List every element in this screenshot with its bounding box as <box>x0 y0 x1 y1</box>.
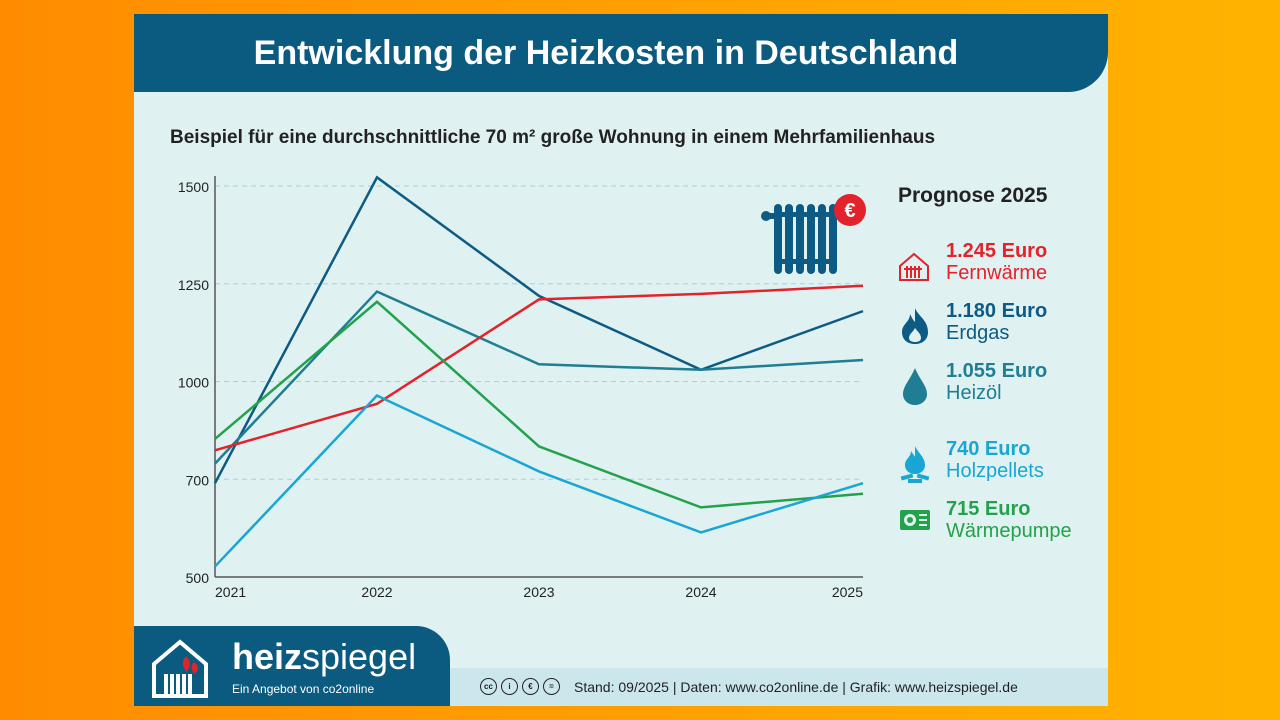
legend-name: Holzpellets <box>946 460 1044 482</box>
brand-tagline: Ein Angebot von co2online <box>232 682 375 696</box>
cc-nd-icon: = <box>543 678 560 695</box>
oil-drop-icon <box>903 368 927 405</box>
y-tick-label: 1000 <box>178 375 209 391</box>
house-radiator-icon <box>152 639 208 698</box>
y-tick-label: 1500 <box>178 179 209 195</box>
legend-item-fernwaerme: 1.245 Euro Fernwärme <box>898 240 1047 286</box>
cc-nc-icon: € <box>522 678 539 695</box>
series-line-erdgas <box>213 175 864 484</box>
svg-text:€: € <box>844 200 855 222</box>
district-heating-icon <box>899 252 929 281</box>
legend-name: Fernwärme <box>946 262 1048 284</box>
legend-title: Prognose 2025 <box>898 184 1048 207</box>
header: Entwicklung der Heizkosten in Deutschlan… <box>134 14 1108 92</box>
legend-name: Heizöl <box>946 382 1002 404</box>
legend-value: 1.245 Euro <box>946 240 1048 262</box>
series-line-holzpellets <box>214 394 864 568</box>
x-tick-label: 2023 <box>523 584 554 600</box>
heizspiegel-logo[interactable]: heizspiegel Ein Angebot von co2online <box>134 626 450 706</box>
series-line-wärmepumpe <box>214 300 864 509</box>
x-tick-label: 2022 <box>361 584 392 600</box>
brand-light: spiegel <box>302 636 417 677</box>
x-tick-label: 2021 <box>215 584 246 600</box>
legend-item-heizoel: 1.055 Euro Heizöl <box>898 360 1047 406</box>
legend-item-waermepumpe: 715 Euro Wärmepumpe <box>898 498 1072 544</box>
credits: cc i € = Stand: 09/2025 | Daten: www.co2… <box>480 678 1018 695</box>
legend-value: 1.055 Euro <box>946 360 1048 382</box>
legend: Prognose 2025 1.245 Euro Fernwärme 1.180 … <box>898 184 1108 542</box>
heat-pump-icon <box>900 510 930 530</box>
legend-name: Wärmepumpe <box>946 520 1072 542</box>
flame-icon <box>902 308 928 344</box>
legend-item-erdgas: 1.180 Euro Erdgas <box>898 300 1047 346</box>
series-line-fernwärme <box>214 284 864 452</box>
y-tick-label: 500 <box>186 570 210 586</box>
series-line-heizöl <box>214 290 864 465</box>
legend-value: 740 Euro <box>946 438 1031 460</box>
x-tick-label: 2025 <box>832 584 863 600</box>
line-chart: 500 700 1000 1250 1500 2021 2022 2023 2024 2025 € <box>178 175 866 600</box>
legend-value: 1.180 Euro <box>946 300 1048 322</box>
radiator-euro-icon: € <box>761 194 866 274</box>
y-tick-label: 700 <box>186 472 210 488</box>
brand-bold: heiz <box>232 636 303 677</box>
x-tick-label: 2024 <box>685 584 716 600</box>
subtitle: Beispiel für eine durchschnittliche 70 m… <box>170 127 936 148</box>
brand-name: heizspiegel <box>232 636 416 678</box>
legend-value: 715 Euro <box>946 498 1031 520</box>
infographic-card: Entwicklung der Heizkosten in Deutschlan… <box>134 14 1108 706</box>
y-tick-label: 1250 <box>178 277 209 293</box>
legend-item-holzpellets: 740 Euro Holzpellets <box>898 438 1044 484</box>
cc-license-icon: cc <box>480 678 497 695</box>
legend-name: Erdgas <box>946 322 1010 344</box>
campfire-icon <box>900 446 930 483</box>
page-title: Entwicklung der Heizkosten in Deutschlan… <box>253 33 959 72</box>
credits-text: Stand: 09/2025 | Daten: www.co2online.de… <box>574 678 1018 695</box>
cc-by-icon: i <box>501 678 518 695</box>
